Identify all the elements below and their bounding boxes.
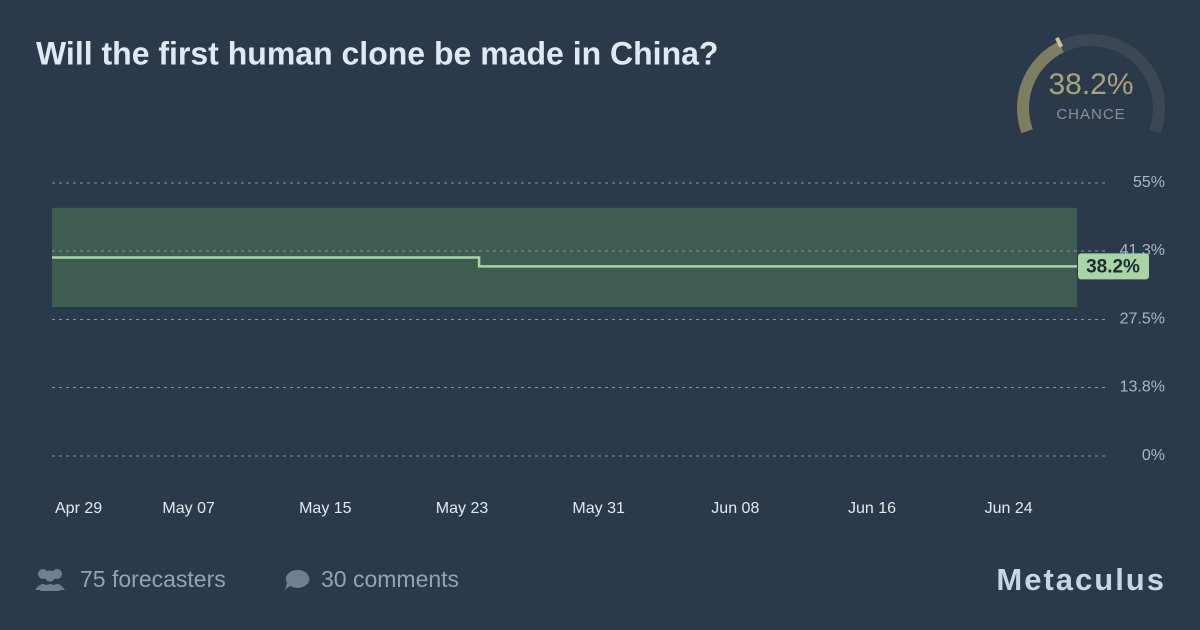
gauge-value: 38.2%: [1048, 68, 1133, 101]
current-value-badge: [1078, 253, 1149, 280]
x-tick-label: May 15: [299, 500, 352, 517]
forecast-line: [52, 256, 1077, 268]
y-tick-label: 13.8%: [1120, 379, 1165, 396]
x-tick-label: Apr 29: [55, 500, 102, 517]
gauge-marker: [1055, 36, 1064, 48]
x-tick-label: May 07: [162, 500, 215, 517]
gauge-fill: [1017, 41, 1065, 134]
y-tick-label: 27.5%: [1120, 311, 1165, 328]
y-tick-label: 0%: [1142, 447, 1165, 464]
forecasters-icon: [35, 569, 65, 591]
y-tick-label: 55%: [1133, 174, 1165, 191]
current-value-label: 38.2%: [1086, 256, 1140, 277]
brand-logo: Metaculus: [996, 562, 1166, 597]
forecasters-count: 75 forecasters: [80, 566, 226, 592]
x-tick-label: Jun 24: [985, 500, 1033, 517]
x-tick-label: Jun 08: [711, 500, 759, 517]
comments-count[interactable]: 30 comments: [321, 566, 459, 592]
x-tick-label: May 31: [572, 500, 625, 517]
x-tick-label: Jun 16: [848, 500, 896, 517]
x-tick-label: May 23: [436, 500, 489, 517]
question-title[interactable]: Will the first human clone be made in Ch…: [36, 35, 718, 71]
comments-icon: [285, 569, 310, 590]
gauge-caption: CHANCE: [1056, 106, 1125, 123]
